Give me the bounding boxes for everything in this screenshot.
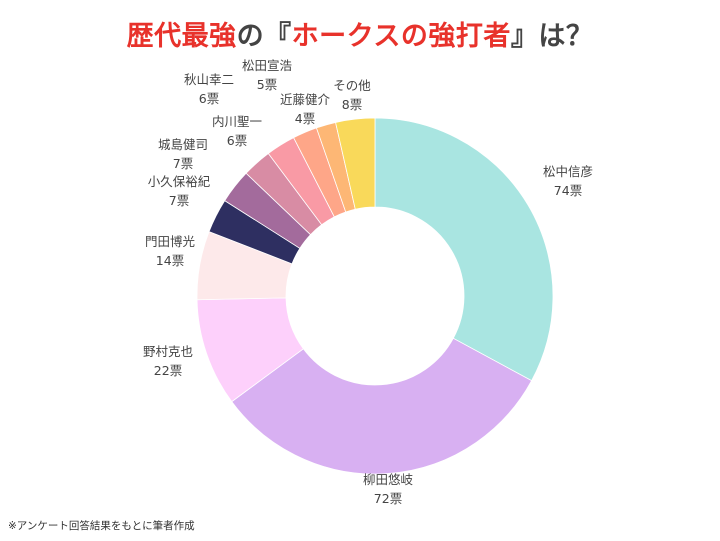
slice-value-9: 5票 [257,77,277,92]
slice-value-7: 6票 [227,133,247,148]
slice-label-10: 近藤健介 [280,92,331,107]
title-part-2: の『 [236,21,292,52]
slice-value-11: 8票 [342,97,362,112]
slice-label-9: 松田宣浩 [242,58,292,73]
slice-value-2: 72票 [374,491,402,506]
source-note: ※アンケート回答結果をもとに筆者作成 [8,520,195,532]
slice-value-5: 7票 [169,193,189,208]
slice-label-11: その他 [333,78,371,93]
slice-label-8: 秋山幸二 [184,72,234,87]
slice-label-7: 内川聖一 [212,114,262,129]
title-part-1: 歴代最強 [126,21,237,52]
slice-label-4: 門田博光 [145,234,195,249]
slice-value-3: 22票 [154,363,182,378]
slice-1 [374,117,554,382]
slice-label-6: 城島健司 [158,137,208,152]
slice-label-2: 柳田悠岐 [363,472,414,487]
title-part-3: ホークスの強打者 [291,21,511,52]
slice-label-5: 小久保裕紀 [148,174,211,189]
title-part-4: 』は？ [510,21,594,52]
slice-2 [231,337,533,475]
slice-label-1: 松中信彦 [543,164,593,179]
slice-11 [335,117,376,210]
chart-title: 歴代最強の『ホークスの強打者』は？ [0,14,720,53]
slice-value-10: 4票 [295,111,315,126]
slice-value-1: 74票 [554,183,582,198]
slice-value-8: 6票 [199,91,219,106]
slice-value-6: 7票 [173,156,193,171]
slice-label-3: 野村克也 [143,344,193,359]
slice-value-4: 14票 [156,253,184,268]
